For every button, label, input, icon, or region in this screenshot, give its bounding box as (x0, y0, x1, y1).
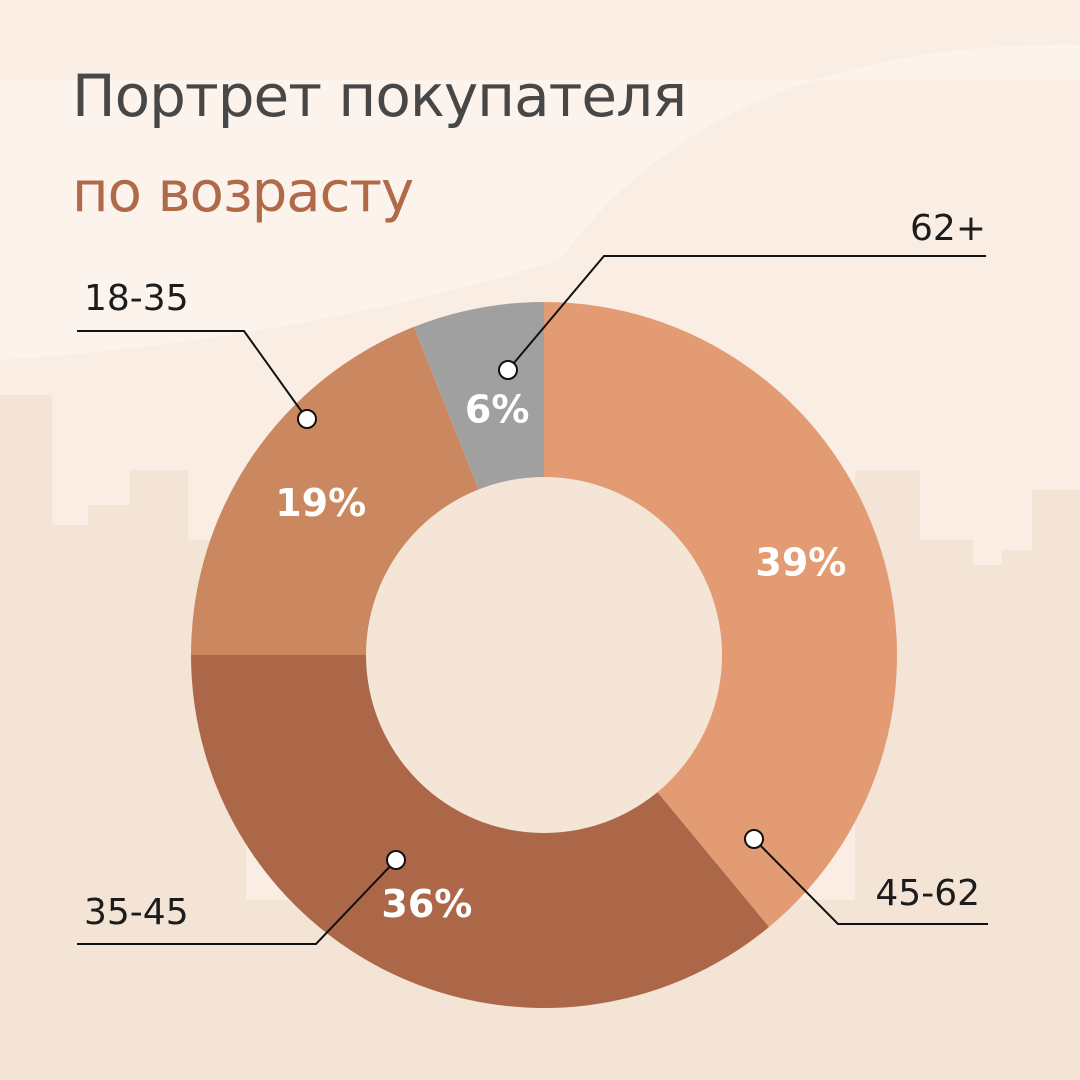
percent-label-62-plus: 6% (465, 387, 530, 431)
percent-labels: 39% 36% 19% 6% (275, 387, 846, 925)
callout-line-35-45 (77, 859, 397, 945)
donut-slices (190, 302, 897, 1008)
callout-dot-62-plus (498, 360, 518, 380)
city-skyline (0, 395, 1080, 1080)
category-label-62-plus: 62+ (910, 208, 986, 249)
category-label-18-35: 18-35 (84, 278, 189, 319)
callouts: 45-62 35-45 18-35 62+ (77, 208, 988, 945)
percent-label-45-62: 39% (755, 541, 846, 585)
percent-label-35-45: 36% (381, 882, 472, 926)
callout-line-62-plus (507, 255, 986, 371)
percent-label-18-35: 19% (275, 481, 366, 525)
donut-hole (366, 477, 722, 833)
callout-dot-18-35 (297, 409, 317, 429)
background-wave-shape (0, 44, 1080, 360)
chart-subtitle: по возрасту (72, 160, 414, 225)
callout-dot-45-62 (744, 829, 764, 849)
callout-line-45-62 (753, 838, 988, 925)
callout-line-18-35 (77, 330, 308, 420)
chart-title: Портрет покупателя (72, 62, 687, 130)
callout-dot-35-45 (386, 850, 406, 870)
slice-35-45 (190, 655, 770, 1008)
slice-45-62 (544, 302, 897, 927)
category-label-35-45: 35-45 (84, 892, 189, 933)
category-label-45-62: 45-62 (875, 873, 980, 914)
